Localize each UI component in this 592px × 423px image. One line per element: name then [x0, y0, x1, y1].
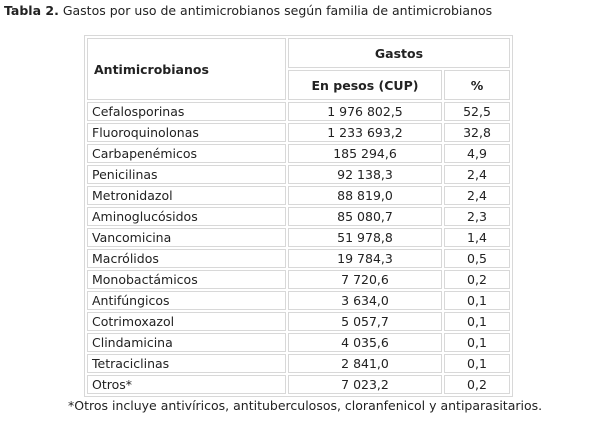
cell-cost: 1 233 693,2 [288, 123, 442, 142]
cell-cost: 1 976 802,5 [288, 102, 442, 121]
table-row: Cotrimoxazol 5 057,7 0,1 [87, 312, 510, 331]
cell-name: Carbapenémicos [87, 144, 286, 163]
cell-pct: 2,3 [444, 207, 510, 226]
cell-cost: 7 023,2 [288, 375, 442, 394]
table-footnote: *Otros incluye antivíricos, antitubercul… [68, 398, 543, 413]
table-caption-label: Tabla 2. [4, 3, 59, 18]
cell-cost: 7 720,6 [288, 270, 442, 289]
antimicrobial-costs-table: Antimicrobianos Gastos En pesos (CUP) % … [84, 35, 513, 397]
table-row: Metronidazol 88 819,0 2,4 [87, 186, 510, 205]
table-row: Antifúngicos 3 634,0 0,1 [87, 291, 510, 310]
header-percent: % [444, 70, 510, 100]
cell-cost: 185 294,6 [288, 144, 442, 163]
header-gastos: Gastos [288, 38, 510, 68]
cell-cost: 88 819,0 [288, 186, 442, 205]
cell-cost: 85 080,7 [288, 207, 442, 226]
table-body: Cefalosporinas 1 976 802,5 52,5 Fluoroquino… [87, 102, 510, 394]
cell-pct: 4,9 [444, 144, 510, 163]
cell-pct: 2,4 [444, 186, 510, 205]
cell-cost: 51 978,8 [288, 228, 442, 247]
cell-cost: 5 057,7 [288, 312, 442, 331]
cell-pct: 0,1 [444, 291, 510, 310]
cell-pct: 0,2 [444, 270, 510, 289]
cell-pct: 0,2 [444, 375, 510, 394]
table-row: Carbapenémicos 185 294,6 4,9 [87, 144, 510, 163]
cell-pct: 0,5 [444, 249, 510, 268]
header-antimicrobianos: Antimicrobianos [87, 38, 286, 100]
cell-name: Metronidazol [87, 186, 286, 205]
cell-cost: 2 841,0 [288, 354, 442, 373]
cell-cost: 92 138,3 [288, 165, 442, 184]
table-row: Cefalosporinas 1 976 802,5 52,5 [87, 102, 510, 121]
header-en-pesos: En pesos (CUP) [288, 70, 442, 100]
table-row: Monobactámicos 7 720,6 0,2 [87, 270, 510, 289]
cell-name: Clindamicina [87, 333, 286, 352]
cell-name: Antifúngicos [87, 291, 286, 310]
cell-pct: 32,8 [444, 123, 510, 142]
cell-name: Monobactámicos [87, 270, 286, 289]
cell-pct: 1,4 [444, 228, 510, 247]
cell-name: Macrólidos [87, 249, 286, 268]
table-row: Tetraciclinas 2 841,0 0,1 [87, 354, 510, 373]
cell-pct: 2,4 [444, 165, 510, 184]
table-caption: Tabla 2. Gastos por uso de antimicrobian… [4, 3, 492, 18]
cell-pct: 0,1 [444, 333, 510, 352]
cell-name: Fluoroquinolonas [87, 123, 286, 142]
cell-name: Cotrimoxazol [87, 312, 286, 331]
cell-cost: 3 634,0 [288, 291, 442, 310]
cell-name: Tetraciclinas [87, 354, 286, 373]
cell-cost: 19 784,3 [288, 249, 442, 268]
table-row: Vancomicina 51 978,8 1,4 [87, 228, 510, 247]
table-row: Macrólidos 19 784,3 0,5 [87, 249, 510, 268]
header-row-1: Antimicrobianos Gastos [87, 38, 510, 100]
cell-name: Cefalosporinas [87, 102, 286, 121]
cell-pct: 0,1 [444, 354, 510, 373]
table-row: Otros* 7 023,2 0,2 [87, 375, 510, 394]
cell-name: Penicilinas [87, 165, 286, 184]
cell-name: Otros* [87, 375, 286, 394]
cell-cost: 4 035,6 [288, 333, 442, 352]
cell-pct: 52,5 [444, 102, 510, 121]
cell-name: Aminoglucósidos [87, 207, 286, 226]
table-row: Fluoroquinolonas 1 233 693,2 32,8 [87, 123, 510, 142]
table-row: Aminoglucósidos 85 080,7 2,3 [87, 207, 510, 226]
header-row-2: En pesos (CUP) % [87, 70, 510, 100]
table-caption-text: Gastos por uso de antimicrobianos según … [62, 3, 493, 18]
cell-pct: 0,1 [444, 312, 510, 331]
cell-name: Vancomicina [87, 228, 286, 247]
table-row: Clindamicina 4 035,6 0,1 [87, 333, 510, 352]
table-row: Penicilinas 92 138,3 2,4 [87, 165, 510, 184]
